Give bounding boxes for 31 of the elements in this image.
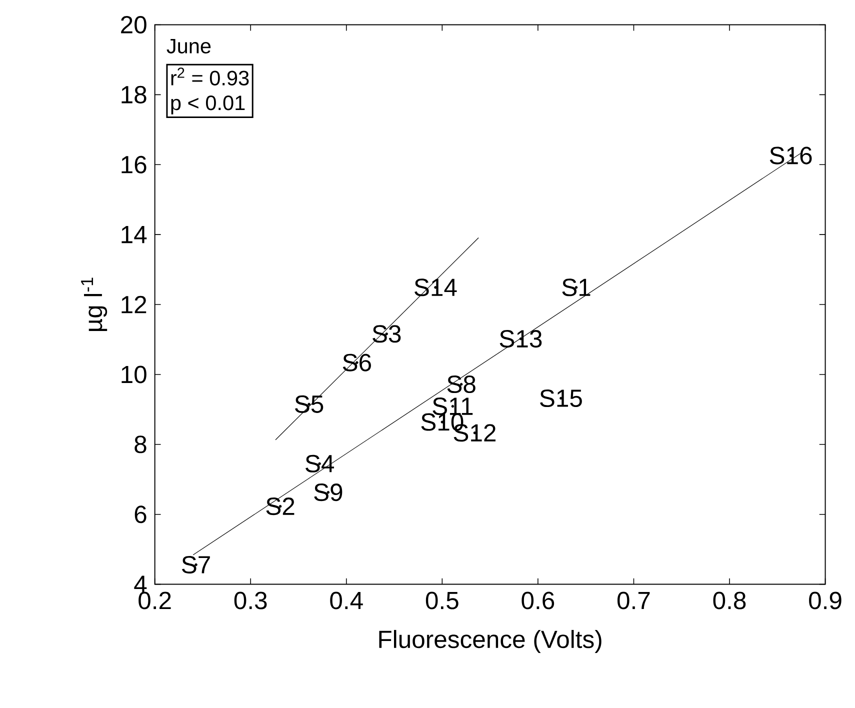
y-tick-label: 4	[134, 576, 147, 593]
data-label: S11	[432, 397, 473, 416]
data-label: S8	[447, 375, 476, 393]
x-tick-label: 0.9	[809, 592, 842, 610]
annotation: p < 0.01	[171, 95, 245, 114]
data-label: S15	[540, 389, 582, 407]
data-label: S7	[182, 556, 210, 574]
y-tick-label: 8	[134, 436, 146, 454]
data-label: S4	[306, 454, 334, 472]
annotation: June	[166, 38, 211, 54]
y-tick-label: 12	[122, 296, 146, 314]
x-tick-label: 0.4	[330, 592, 363, 610]
y-tick-label: 18	[122, 86, 146, 104]
annotation: r$^{2}$ = 0.93	[171, 68, 249, 86]
x-tick-label: 0.3	[234, 592, 267, 610]
x-tick-label: 0.5	[426, 592, 458, 610]
data-label: S9	[314, 484, 342, 502]
data-label: S2	[266, 498, 294, 516]
x-tick-label: 0.7	[617, 592, 650, 610]
data-label: S16	[770, 146, 812, 164]
y-tick-label: 10	[122, 366, 146, 384]
data-label: S1	[562, 278, 590, 296]
x-tick-label: 0.6	[522, 592, 554, 610]
y-axis-title: µg l$^{-1}$	[81, 278, 108, 331]
x-tick-label: 0.8	[713, 592, 746, 610]
x-axis-title: Fluorescence (Volts)	[379, 630, 602, 653]
y-tick-label: 6	[134, 506, 146, 524]
x-tick-label: 0.2	[138, 592, 171, 610]
y-tick-label: 16	[122, 156, 146, 174]
y-tick-label: 14	[122, 226, 147, 244]
y-tick-label: 20	[121, 16, 146, 34]
